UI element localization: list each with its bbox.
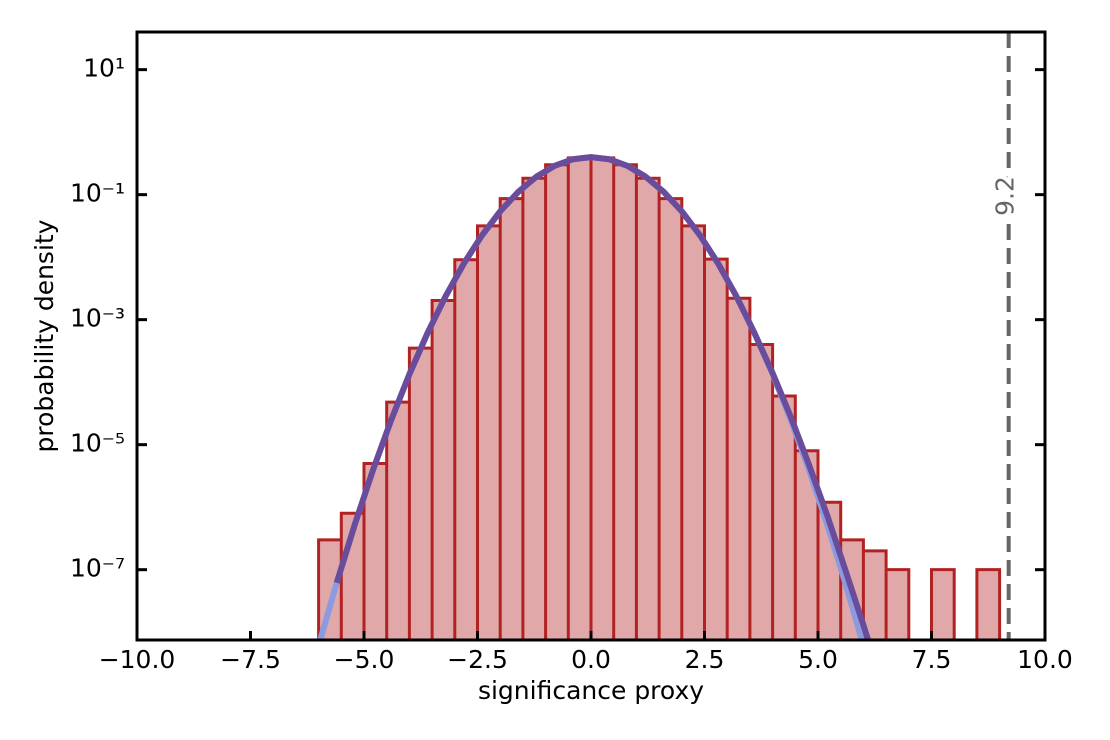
y-tick-label: 10⁻³ (70, 304, 125, 333)
hist-bar (591, 157, 614, 640)
x-tick-label: 7.5 (912, 645, 952, 674)
hist-bar (386, 402, 410, 640)
x-axis-label: significance proxy (478, 676, 704, 705)
hist-bar (659, 198, 682, 640)
hist-bar (432, 300, 455, 640)
y-tick-label: 10⁻¹ (70, 179, 125, 208)
hist-bar (704, 259, 728, 640)
hist-bar (795, 450, 818, 640)
hist-bar (454, 259, 478, 640)
hist-bar (886, 569, 909, 640)
x-tick-label: −5.0 (334, 645, 395, 674)
hist-bar (568, 157, 591, 640)
y-tick-label: 10⁻⁵ (70, 429, 125, 458)
threshold-label: 9.2 (991, 176, 1020, 216)
plot-area (317, 154, 1002, 640)
hist-bar (318, 539, 342, 640)
x-tick-label: −7.5 (220, 645, 281, 674)
hist-bar (613, 164, 637, 640)
hist-bar (364, 463, 387, 640)
x-tick-label: 5.0 (798, 645, 838, 674)
hist-bar (863, 550, 887, 640)
x-tick-label: 0.0 (571, 645, 611, 674)
y-axis-label: probability density (30, 219, 59, 452)
hist-bar (477, 225, 501, 640)
hist-bar (976, 569, 1000, 640)
x-tick-label: −10.0 (99, 645, 176, 674)
hist-bar (545, 164, 569, 640)
hist-bar (681, 225, 705, 640)
hist-bar (409, 348, 433, 640)
x-tick-label: −2.5 (447, 645, 508, 674)
density-curve (333, 154, 872, 640)
x-tick-label: 10.0 (1017, 645, 1073, 674)
hist-bar (636, 178, 660, 640)
y-tick-label: 10⁻⁷ (70, 554, 125, 583)
hist-bar (772, 396, 796, 640)
hist-bar (727, 298, 750, 640)
hist-bar (500, 198, 523, 640)
hist-bar (522, 178, 546, 640)
hist-bar (931, 569, 955, 640)
x-tick-label: 2.5 (685, 645, 725, 674)
y-tick-label: 10¹ (83, 54, 125, 83)
hist-bar (749, 344, 773, 640)
